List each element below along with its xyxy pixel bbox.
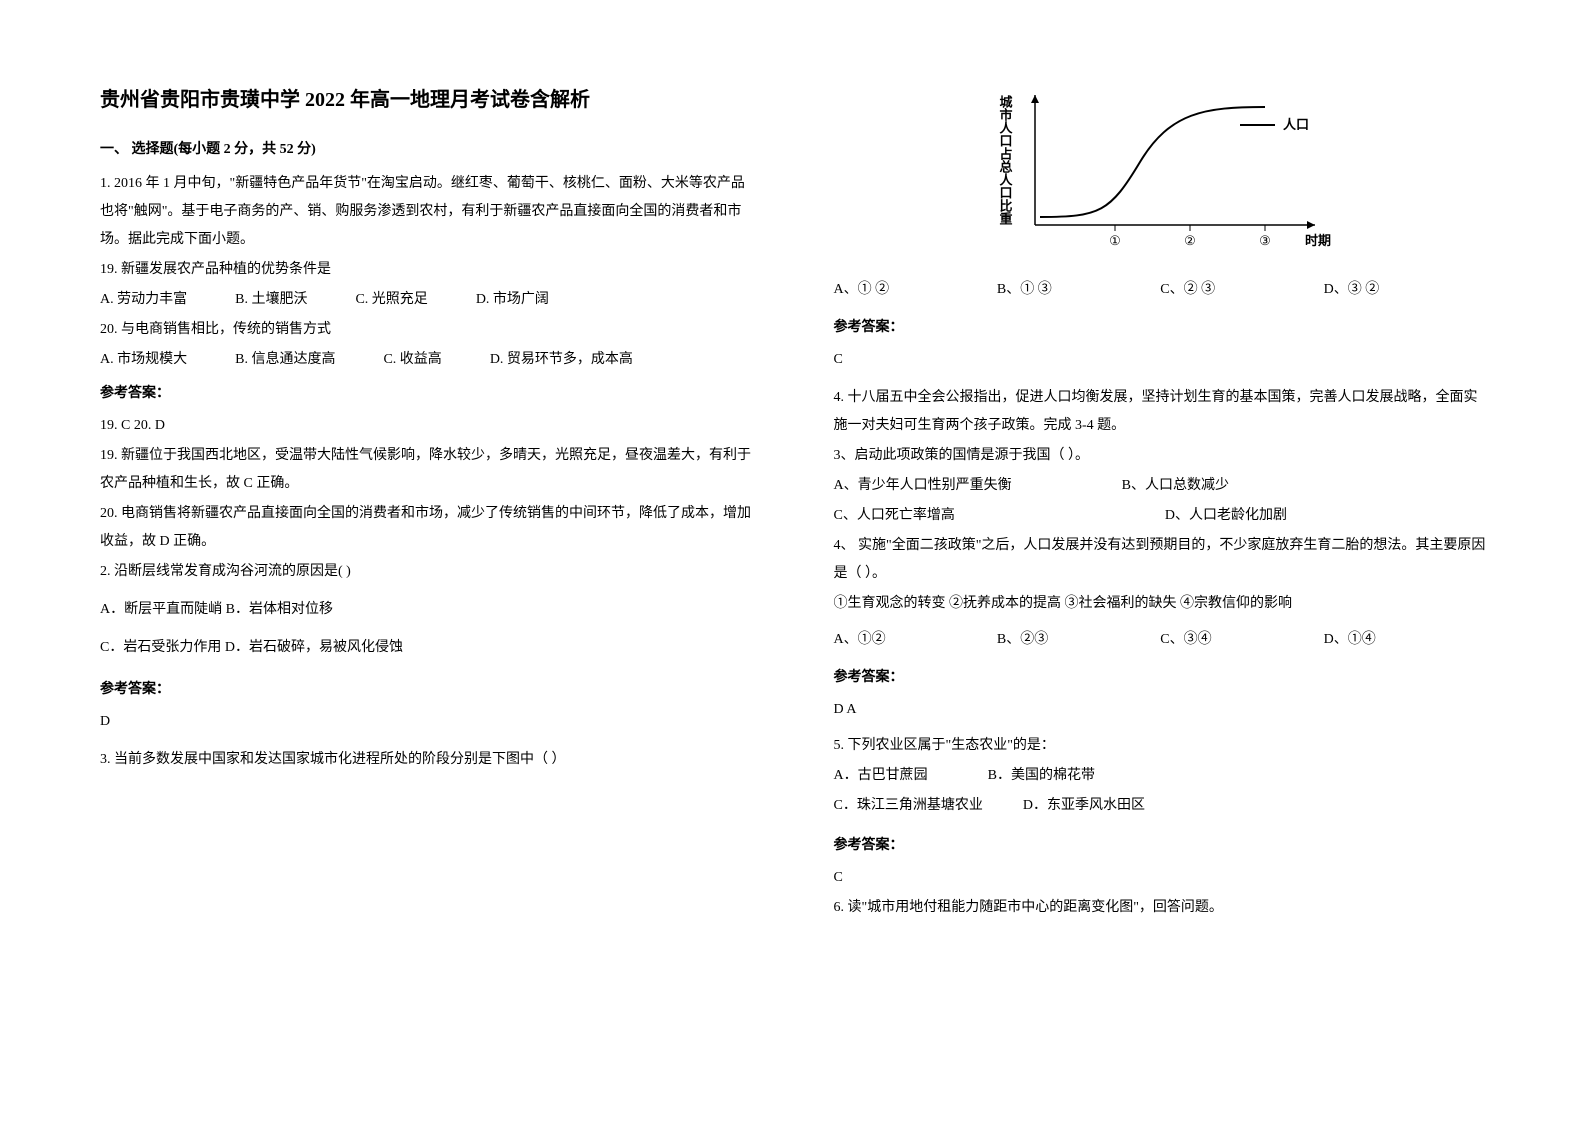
q1-expl20: 20. 电商销售将新疆农产品直接面向全国的消费者和市场，减少了传统销售的中间环节… xyxy=(100,500,754,556)
q1-sub20-opt-c: C. 收益高 xyxy=(383,346,441,374)
q4-sub3-opt-d: D、人口老龄化加剧 xyxy=(1165,502,1287,530)
q1-sub19-options: A. 劳动力丰富 B. 土壤肥沃 C. 光照充足 D. 市场广阔 xyxy=(100,286,754,314)
q3-stem: 3. 当前多数发展中国家和发达国家城市化进程所处的阶段分别是下图中（ ） xyxy=(100,746,754,774)
svg-text:城市人口占总人口比重: 城市人口占总人口比重 xyxy=(998,94,1013,226)
q4-stem: 4. 十八届五中全会公报指出，促进人口均衡发展，坚持计划生育的基本国策，完善人口… xyxy=(834,384,1488,440)
q3-opt-c: C、② ③ xyxy=(1160,276,1323,304)
q1-sub19-opt-c: C. 光照充足 xyxy=(355,286,427,314)
q4-sub3-opts-row2: C、人口死亡率增高 D、人口老龄化加剧 xyxy=(834,502,1488,530)
right-column: 人口 ① ② ③ 城市人口占总人口比重时期 A、① ② B、① ③ C、② ③ D、③ … xyxy=(794,80,1488,1082)
q1-answer-label: 参考答案： xyxy=(100,380,754,408)
svg-text:时期: 时期 xyxy=(1305,233,1331,248)
q5-stem: 5. 下列农业区属于"生态农业"的是： xyxy=(834,732,1488,760)
q1-answer-line: 19. C 20. D xyxy=(100,412,754,440)
svg-text:②: ② xyxy=(1184,233,1196,248)
q4-sub3-opt-a: A、青少年人口性别严重失衡 xyxy=(834,472,1012,500)
q5-opt-c: C．珠江三角洲基塘农业 xyxy=(834,792,983,820)
q4-sub4-opt-b: B、②③ xyxy=(997,626,1160,654)
q4-sub4-opt-a: A、①② xyxy=(834,626,997,654)
q2-answer: D xyxy=(100,708,754,736)
q3-answer-label: 参考答案： xyxy=(834,314,1488,342)
q1-sub20: 20. 与电商销售相比，传统的销售方式 xyxy=(100,316,754,344)
q1-stem: 1. 2016 年 1 月中旬，"新疆特色产品年货节"在淘宝启动。继红枣、葡萄干… xyxy=(100,170,754,254)
q4-answer: D A xyxy=(834,696,1488,724)
q3-answer: C xyxy=(834,346,1488,374)
section-heading: 一、 选择题(每小题 2 分，共 52 分) xyxy=(100,136,754,164)
exam-title: 贵州省贵阳市贵璜中学 2022 年高一地理月考试卷含解析 xyxy=(100,80,754,120)
page: 贵州省贵阳市贵璜中学 2022 年高一地理月考试卷含解析 一、 选择题(每小题 … xyxy=(0,0,1587,1122)
q1-sub20-options: A. 市场规模大 B. 信息通达度高 C. 收益高 D. 贸易环节多，成本高 xyxy=(100,346,754,374)
q2-opts-row2: C．岩石受张力作用 D．岩石破碎，易被风化侵蚀 xyxy=(100,634,754,662)
q4-sub4-options: A、①② B、②③ C、③④ D、①④ xyxy=(834,626,1488,654)
q5-opt-b: B．美国的棉花带 xyxy=(988,762,1095,790)
q1-sub19-opt-d: D. 市场广阔 xyxy=(476,286,549,314)
q3-options: A、① ② B、① ③ C、② ③ D、③ ② xyxy=(834,276,1488,304)
q3-opt-b: B、① ③ xyxy=(997,276,1160,304)
q4-answer-label: 参考答案： xyxy=(834,664,1488,692)
q5-opts-row2: C．珠江三角洲基塘农业 D．东亚季风水田区 xyxy=(834,792,1488,820)
q5-opt-a: A．古巴甘蔗园 xyxy=(834,762,928,790)
q4-sub3: 3、启动此项政策的国情是源于我国（ ）。 xyxy=(834,442,1488,470)
q4-sub3-opt-c: C、人口死亡率增高 xyxy=(834,502,955,530)
q1-sub20-opt-a: A. 市场规模大 xyxy=(100,346,187,374)
q4-sub4-opt-d: D、①④ xyxy=(1324,626,1487,654)
q2-answer-label: 参考答案： xyxy=(100,676,754,704)
q4-sub3-opt-b: B、人口总数减少 xyxy=(1122,472,1229,500)
q1-sub20-opt-b: B. 信息通达度高 xyxy=(235,346,335,374)
q4-sub3-opts-row1: A、青少年人口性别严重失衡 B、人口总数减少 xyxy=(834,472,1488,500)
svg-text:③: ③ xyxy=(1259,233,1271,248)
q1-sub19-opt-b: B. 土壤肥沃 xyxy=(235,286,307,314)
q5-answer: C xyxy=(834,864,1488,892)
q1-sub19-opt-a: A. 劳动力丰富 xyxy=(100,286,187,314)
left-column: 贵州省贵阳市贵璜中学 2022 年高一地理月考试卷含解析 一、 选择题(每小题 … xyxy=(100,80,794,1082)
q4-sub4: 4、 实施"全面二孩政策"之后，人口发展并没有达到预期目的，不少家庭放弃生育二胎… xyxy=(834,532,1488,588)
svg-text:人口: 人口 xyxy=(1283,117,1309,132)
q5-answer-label: 参考答案： xyxy=(834,832,1488,860)
q2-opts-row1: A．断层平直而陡峭 B．岩体相对位移 xyxy=(100,596,754,624)
q1-sub19: 19. 新疆发展农产品种植的优势条件是 xyxy=(100,256,754,284)
svg-text:①: ① xyxy=(1109,233,1121,248)
q1-expl19: 19. 新疆位于我国西北地区，受温带大陆性气候影响，降水较少，多晴天，光照充足，… xyxy=(100,442,754,498)
q2-stem: 2. 沿断层线常发育成沟谷河流的原因是( ) xyxy=(100,558,754,586)
q5-opt-d: D．东亚季风水田区 xyxy=(1023,792,1145,820)
q6-stem: 6. 读"城市用地付租能力随距市中心的距离变化图"，回答问题。 xyxy=(834,894,1488,922)
q3-opt-d: D、③ ② xyxy=(1324,276,1487,304)
q3-opt-a: A、① ② xyxy=(834,276,997,304)
q1-sub20-opt-d: D. 贸易环节多，成本高 xyxy=(490,346,633,374)
q4-sub4-opt-c: C、③④ xyxy=(1160,626,1323,654)
q3-chart: 人口 ① ② ③ 城市人口占总人口比重时期 xyxy=(980,80,1340,260)
q5-opts-row1: A．古巴甘蔗园 B．美国的棉花带 xyxy=(834,762,1488,790)
urbanization-chart-svg: 人口 ① ② ③ 城市人口占总人口比重时期 xyxy=(980,80,1340,260)
q4-sub4-items: ①生育观念的转变 ②抚养成本的提高 ③社会福利的缺失 ④宗教信仰的影响 xyxy=(834,590,1488,618)
